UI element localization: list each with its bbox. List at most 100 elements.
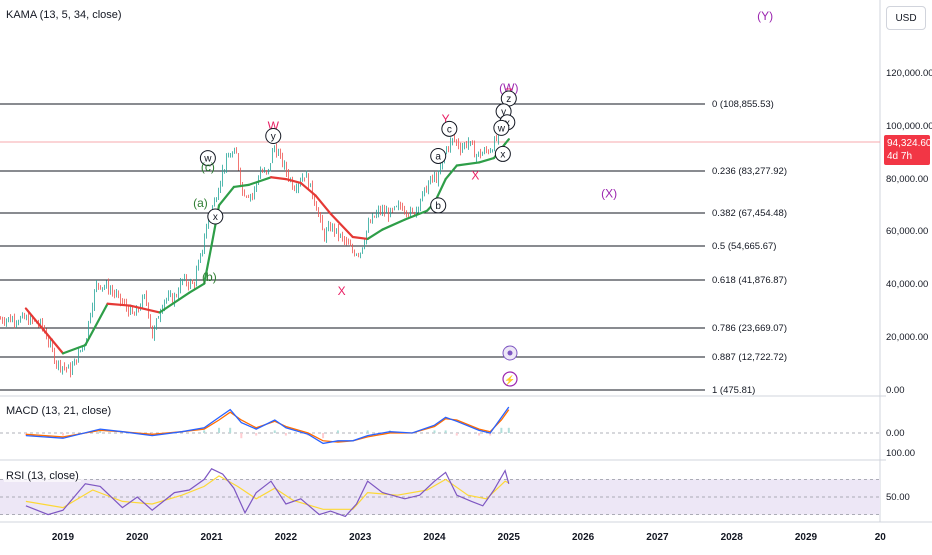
kama-line-segment [188, 282, 206, 294]
kama-line-segment [366, 228, 384, 241]
price-axis-tick: 20,000.00 [886, 332, 928, 343]
price-axis-tick: 0.00 [886, 385, 905, 396]
macd-histogram-bar [507, 427, 510, 433]
rsi-axis-tick: 100.00 [886, 448, 915, 459]
kama-line-segment [232, 183, 250, 189]
wave-label-circle [265, 127, 282, 144]
kama-line-segment [503, 138, 510, 145]
wave-label: X [471, 168, 479, 182]
wave-label: Y [442, 112, 450, 126]
kama-line-segment [203, 244, 213, 285]
kama-indicator-label[interactable]: KAMA (13, 5, 34, close) [4, 9, 124, 21]
macd-histogram-bar [489, 433, 492, 436]
projection-target-icon [507, 350, 513, 356]
time-axis-tick: 20 [875, 532, 887, 543]
wave-label: b [435, 201, 441, 212]
kama-line-segment [455, 161, 481, 167]
kama-line-segment [247, 176, 273, 186]
macd-axis-tick: 0.00 [886, 428, 905, 439]
price-axis-tick: 40,000.00 [886, 279, 928, 290]
wave-label: w [203, 154, 212, 165]
macd-histogram-bar [366, 430, 369, 433]
wave-label: (X) [601, 186, 617, 200]
price-axis-tick: 120,000.00 [886, 68, 932, 79]
macd-histogram-bar [240, 433, 243, 439]
wave-label: X [338, 284, 346, 298]
wave-label-circle [441, 120, 458, 137]
macd-histogram-bar [62, 433, 64, 436]
time-axis-tick: 2023 [349, 532, 372, 543]
time-axis-tick: 2024 [423, 532, 446, 543]
kama-line-segment [351, 235, 369, 241]
wave-label-circle [494, 145, 511, 162]
macd-histogram-bar [455, 433, 458, 436]
wave-label: (b) [202, 270, 217, 284]
currency-selector[interactable]: USD [886, 6, 926, 30]
macd-histogram-bar [255, 433, 258, 436]
time-axis-tick: 2020 [126, 532, 149, 543]
wave-label: z [506, 94, 511, 105]
kama-line-segment [329, 212, 354, 239]
price-axis-tick: 80,000.00 [886, 174, 928, 185]
kama-line-segment [403, 209, 429, 221]
kama-line-segment [61, 344, 87, 355]
wave-label: x [500, 149, 505, 160]
time-axis-tick: 2025 [498, 532, 521, 543]
rsi-axis-tick: 50.00 [886, 492, 910, 503]
time-axis-tick: 2026 [572, 532, 595, 543]
fib-level-label: 0.5 (54,665.67) [712, 241, 776, 252]
macd-histogram-bar [322, 433, 325, 439]
rsi-ma-line [25, 475, 510, 510]
price-axis-tick: 60,000.00 [886, 226, 928, 237]
macd-histogram-bar [336, 430, 339, 433]
kama-line-segment [477, 156, 496, 164]
macd-histogram-bar [444, 430, 447, 433]
time-axis-tick: 2029 [795, 532, 818, 543]
time-axis-tick: 2021 [200, 532, 223, 543]
lightning-icon-glyph: ⚡ [504, 374, 515, 386]
fib-level-label: 0.786 (23,669.07) [712, 323, 787, 334]
macd-histogram-bar [478, 433, 481, 436]
fib-level-label: 0.236 (83,277.92) [712, 166, 787, 177]
rsi-indicator-label[interactable]: RSI (13, close) [4, 470, 81, 482]
macd-histogram-bar [24, 433, 27, 436]
kama-line-segment [128, 304, 161, 314]
wave-label-circle [430, 197, 447, 214]
fib-level-label: 0.618 (41,876.87) [712, 275, 787, 286]
wave-label: (a) [193, 196, 208, 210]
wave-label: (c) [201, 160, 215, 174]
macd-indicator-label[interactable]: MACD (13, 21, close) [4, 405, 114, 417]
macd-histogram-bar [273, 430, 276, 433]
kama-line-segment [106, 302, 131, 307]
wave-label-circle [207, 208, 224, 225]
macd-histogram-bar [218, 427, 221, 433]
time-axis-tick: 2019 [52, 532, 75, 543]
wave-label: y [271, 131, 276, 142]
kama-line-segment [269, 176, 287, 181]
lightning-icon [502, 371, 518, 387]
kama-line-segment [299, 181, 317, 197]
wave-label: (Y) [757, 9, 773, 23]
bar-countdown: 4d 7h [887, 151, 913, 162]
kama-line-segment [24, 307, 65, 355]
time-axis-tick: 2028 [721, 532, 744, 543]
kama-line-segment [84, 302, 109, 347]
fib-level-label: 0.382 (67,454.48) [712, 208, 787, 219]
wave-label: w [497, 123, 506, 134]
macd-histogram-bar [284, 433, 287, 436]
kama-line-segment [158, 291, 191, 314]
time-axis-tick: 2022 [275, 532, 298, 543]
price-axis-tick: 100,000.00 [886, 121, 932, 132]
kama-line-segment [444, 164, 458, 181]
kama-line-segment [284, 178, 302, 185]
last-price-tag: 94,324.60 4d 7h [884, 135, 932, 165]
wave-label: c [447, 124, 452, 135]
kama-line-segment [217, 185, 235, 207]
wave-label: x [213, 212, 218, 223]
macd-histogram-bar [229, 427, 232, 433]
fib-level-label: 0.887 (12,722.72) [712, 352, 787, 363]
macd-histogram-bar [500, 427, 503, 433]
fib-level-label: 0 (108,855.53) [712, 99, 774, 110]
